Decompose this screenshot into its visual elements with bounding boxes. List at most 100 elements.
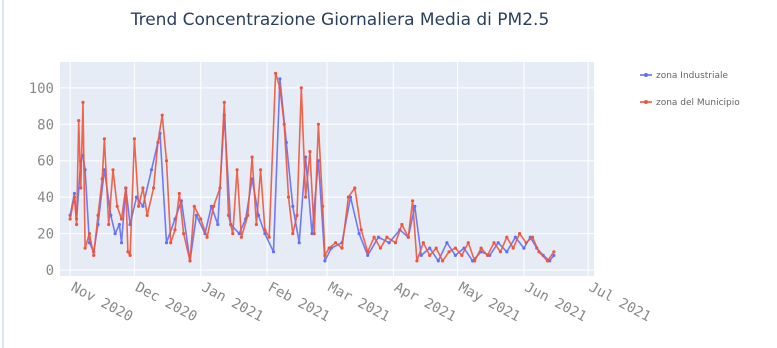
data-point-s2 — [492, 241, 496, 245]
data-point-s2 — [421, 241, 425, 245]
data-point-s2 — [205, 235, 209, 239]
data-point-s2 — [295, 213, 299, 217]
data-point-s1 — [149, 168, 154, 172]
data-point-s1 — [413, 204, 417, 208]
data-point-s1 — [209, 204, 213, 208]
data-point-s2 — [124, 186, 128, 190]
data-point-s2 — [323, 253, 327, 257]
series-lines — [68, 71, 556, 263]
data-point-s2 — [321, 204, 325, 208]
x-tick-label: Nov 2020 — [68, 279, 135, 325]
data-point-s2 — [498, 250, 502, 254]
legend[interactable]: zona Industriale zona del Municipio — [640, 71, 740, 108]
data-point-s2 — [473, 259, 477, 263]
data-point-s2 — [177, 191, 181, 196]
data-point-s1 — [119, 241, 124, 245]
x-tick-label: Jan 2021 — [199, 279, 266, 325]
data-point-s2 — [511, 246, 515, 250]
data-point-s1 — [445, 241, 449, 245]
data-point-s2 — [346, 195, 350, 199]
data-point-s2 — [340, 246, 344, 250]
y-tick-label: 40 — [37, 190, 54, 206]
data-point-s2 — [199, 217, 203, 221]
y-tick-label: 0 — [46, 263, 54, 279]
x-tick-label: Feb 2021 — [265, 279, 332, 325]
data-point-s2 — [250, 155, 254, 159]
data-point-s2 — [537, 250, 541, 254]
data-point-s2 — [316, 122, 320, 126]
data-point-s1 — [522, 246, 526, 250]
data-point-s2 — [115, 204, 119, 208]
data-point-s2 — [530, 235, 535, 239]
data-point-s1 — [87, 241, 91, 245]
data-point-s2 — [286, 195, 291, 199]
data-point-s2 — [327, 246, 331, 250]
data-point-s2 — [299, 86, 303, 90]
left-border-line — [2, 0, 4, 348]
data-point-s2 — [75, 222, 79, 227]
data-point-s1 — [376, 235, 380, 239]
data-point-s2 — [552, 250, 556, 254]
data-point-s1 — [141, 204, 145, 208]
chart-title: Trend Concentrazione Giornaliera Media d… — [130, 10, 550, 30]
data-point-s2 — [218, 186, 222, 190]
data-point-s2 — [83, 246, 87, 250]
data-point-s1 — [366, 253, 370, 257]
y-axis-ticks: 0 20 40 60 80 100 — [29, 81, 54, 279]
data-point-s2 — [222, 100, 226, 104]
data-point-s2 — [173, 228, 177, 232]
data-point-s2 — [415, 259, 419, 263]
data-point-s2 — [160, 113, 164, 117]
data-point-s2 — [353, 186, 357, 190]
data-point-s2 — [156, 140, 160, 145]
data-point-s1 — [419, 253, 423, 257]
data-point-s1 — [216, 222, 220, 227]
data-point-s2 — [254, 222, 258, 227]
x-tick-label: May 2021 — [456, 279, 523, 325]
data-point-s1 — [436, 259, 440, 263]
data-point-s2 — [212, 204, 216, 208]
legend-label-1: zona Industriale — [656, 71, 729, 81]
data-point-s2 — [485, 253, 490, 257]
data-point-s2 — [239, 235, 243, 239]
gridlines — [60, 62, 594, 276]
data-point-s2 — [126, 250, 130, 254]
data-point-s2 — [505, 235, 509, 239]
data-point-s2 — [460, 253, 464, 257]
data-point-s2 — [128, 253, 132, 257]
data-point-s2 — [164, 159, 169, 163]
data-point-s1 — [453, 253, 457, 257]
data-point-s1 — [113, 232, 117, 236]
data-point-s2 — [334, 241, 338, 245]
data-point-s1 — [297, 241, 301, 245]
data-point-s2 — [466, 241, 470, 245]
data-point-s2 — [441, 259, 445, 263]
data-point-s2 — [169, 241, 173, 245]
data-point-s2 — [119, 217, 124, 221]
data-point-s1 — [552, 253, 556, 257]
data-point-s2 — [385, 235, 389, 239]
data-point-s2 — [235, 168, 239, 172]
data-point-s2 — [79, 186, 83, 190]
data-point-s2 — [453, 246, 457, 250]
data-point-s1 — [323, 259, 327, 263]
data-point-s2 — [400, 222, 404, 227]
data-point-s2 — [132, 137, 136, 141]
data-point-s2 — [141, 186, 145, 190]
x-tick-label: Jul 2021 — [586, 279, 653, 325]
data-point-s1 — [72, 191, 76, 196]
data-point-s2 — [182, 232, 186, 236]
data-point-s2 — [87, 232, 91, 236]
data-point-s1 — [428, 246, 432, 250]
data-point-s1 — [271, 250, 276, 254]
data-point-s2 — [312, 232, 316, 236]
data-point-s2 — [263, 228, 267, 232]
data-point-s1 — [237, 232, 241, 236]
y-tick-label: 60 — [37, 154, 54, 170]
data-point-s2 — [393, 241, 398, 245]
data-point-s2 — [100, 177, 104, 181]
data-point-s2 — [192, 204, 196, 208]
data-point-s1 — [291, 204, 295, 208]
data-point-s1 — [310, 232, 314, 236]
series-line-1 — [69, 78, 555, 262]
